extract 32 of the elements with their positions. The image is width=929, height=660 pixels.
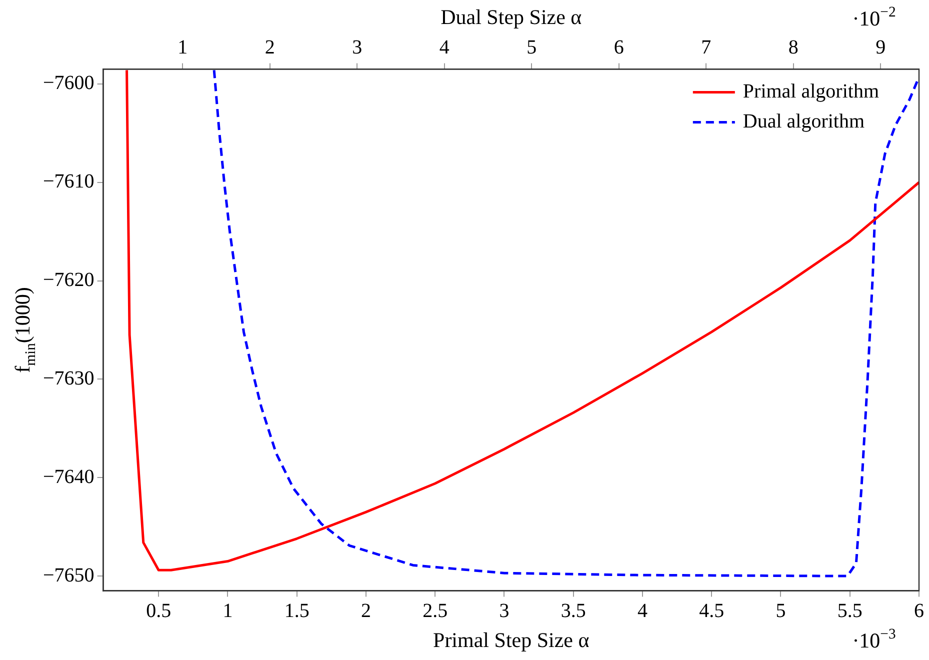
x2-tick-label: 8 [788,36,798,58]
y-tick-label: −7600 [43,72,94,94]
x2-tick-label: 1 [178,36,188,58]
x2-tick-label: 6 [614,36,624,58]
y-tick-label: −7610 [43,170,94,193]
y-tick-label: −7620 [43,269,94,292]
y-tick-label: −7640 [43,466,94,488]
x2-tick-label: 3 [352,36,362,58]
x-tick-label: 0.5 [146,600,172,622]
x2-tick-label: 4 [439,36,450,58]
x2-axis-title: Dual Step Size α [440,5,582,30]
x-tick-label: 5 [776,600,786,622]
x-tick-label: 6 [914,600,924,622]
x2-tick-label: 7 [701,36,712,58]
x-tick-label: 4.5 [699,600,724,622]
x2-tick-label: 9 [876,36,886,58]
x-tick-label: 1 [222,600,233,622]
x-tick-label: 2 [360,600,371,622]
x2-tick-label: 5 [526,36,537,58]
y-axis-title: fmin(1000) [10,287,40,373]
x-axis-title: Primal Step Size α [433,628,590,652]
x-tick-label: 4 [637,600,648,622]
legend-label: Primal algorithm [742,80,880,102]
x2-tick-label: 2 [264,36,275,58]
y-tick-label: −7630 [43,367,94,390]
y-tick-label: −7650 [43,564,94,586]
x-tick-label: 5.5 [837,600,862,622]
x-tick-label: 3 [499,600,510,622]
x-tick-label: 1.5 [284,600,310,622]
legend-label: Dual algorithm [742,110,865,132]
x-tick-label: 2.5 [422,600,448,622]
x-tick-label: 3.5 [560,600,586,622]
